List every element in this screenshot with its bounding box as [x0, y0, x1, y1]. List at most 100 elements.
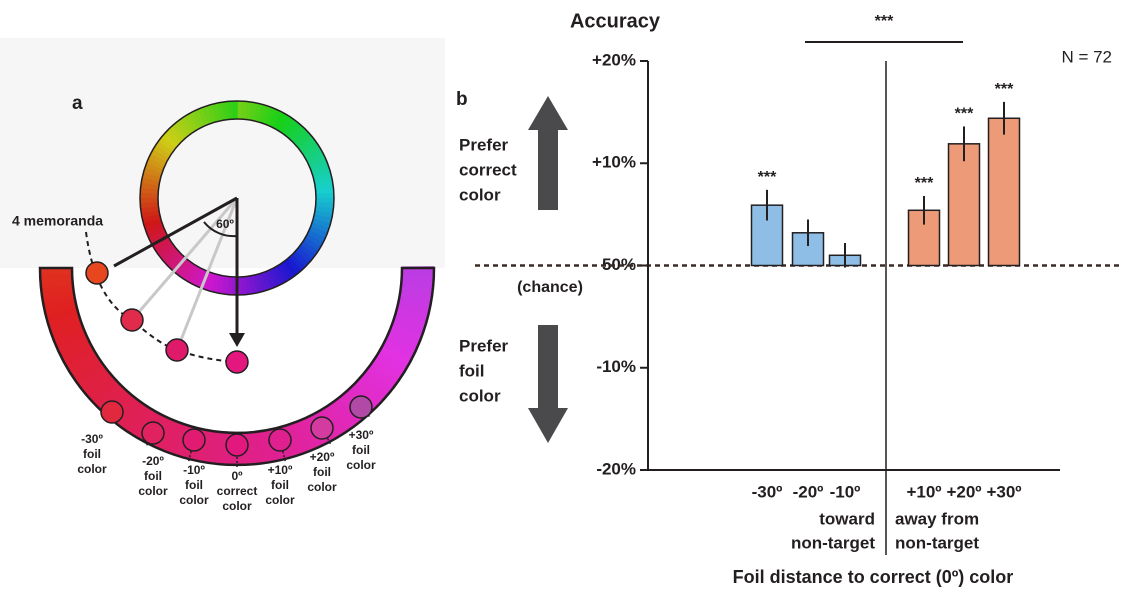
group-label: non-target	[895, 533, 979, 552]
wheel-segment	[223, 110, 228, 111]
foil-label: color	[265, 493, 295, 507]
x-tick-label: +30º	[986, 482, 1021, 501]
y-tick-label: -10%	[596, 357, 636, 376]
significance-label: ***	[915, 175, 934, 192]
wheel-segment	[197, 117, 202, 119]
wheel-segment	[276, 274, 281, 277]
wheel-segment	[315, 158, 317, 163]
wheel-segment	[196, 276, 201, 278]
wheel-segment	[171, 256, 175, 260]
foil-label: color	[77, 462, 107, 476]
wheel-segment	[255, 283, 260, 284]
wheel-segment	[163, 245, 166, 249]
wheel-segment	[151, 216, 152, 221]
wheel-segment	[324, 184, 325, 189]
wheel-segment	[219, 111, 224, 112]
wheel-segment	[272, 276, 277, 278]
foil-label: +30º	[349, 428, 374, 442]
down-label: foil	[459, 361, 485, 380]
foil-label: color	[346, 458, 376, 472]
chart-title: Accuracy	[570, 10, 661, 32]
wheel-segment	[213, 283, 218, 284]
panel-label: b	[456, 89, 468, 110]
wheel-segment	[156, 233, 158, 238]
foil-label: foil	[271, 478, 289, 492]
foil-label: color	[138, 484, 168, 498]
wheel-segment	[323, 212, 324, 217]
figure: a 4 memoranda 60º -30ºfoilcolor-20ºfoilc…	[0, 0, 1122, 590]
angle-label: 60º	[216, 217, 234, 231]
wheel-segment	[250, 284, 255, 285]
wheel-segment	[284, 269, 288, 272]
wheel-segment	[152, 220, 154, 225]
wheel-segment	[322, 175, 323, 180]
wheel-segment	[313, 154, 316, 159]
chance-label: (chance)	[517, 279, 583, 296]
panel-label: a	[72, 93, 83, 114]
foil-label: correct	[217, 484, 258, 498]
wheel-segment	[322, 216, 323, 221]
group-label: toward	[819, 509, 875, 528]
up-label: Prefer	[459, 135, 509, 154]
wheel-segment	[324, 207, 325, 212]
wheel-segment	[161, 149, 164, 154]
wheel-segment	[209, 281, 214, 283]
foil-label: +20º	[310, 450, 335, 464]
wheel-segment	[292, 130, 296, 134]
up-label: color	[459, 185, 501, 204]
wheel-segment	[152, 170, 154, 175]
significance-label: ***	[758, 169, 777, 186]
wheel-segment	[149, 206, 150, 211]
wheel-segment	[245, 285, 250, 286]
wheel-segment	[246, 110, 251, 111]
wheel-segment	[280, 272, 285, 275]
significance-label: ***	[955, 106, 974, 123]
wheel-segment	[189, 121, 194, 124]
bar	[949, 144, 980, 266]
wheel-segment	[205, 114, 210, 116]
wheel-segment	[182, 126, 186, 129]
wheel-segment	[214, 112, 219, 113]
y-tick-label: +20%	[592, 50, 636, 69]
wheel-segment	[165, 249, 168, 253]
wheel-segment	[281, 122, 286, 125]
foil-label: color	[179, 493, 209, 507]
foil-label: color	[222, 499, 252, 513]
foil-label: -30º	[81, 432, 103, 446]
wheel-segment	[172, 135, 176, 139]
wheel-segment	[295, 260, 299, 264]
foil-label: foil	[83, 447, 101, 461]
foil-circle	[183, 429, 205, 451]
wheel-segment	[178, 129, 182, 132]
wheel-segment	[320, 221, 322, 226]
wheel-segment	[264, 114, 269, 116]
wheel-segment	[277, 120, 282, 123]
wheel-segment	[251, 111, 256, 112]
foil-label: foil	[352, 443, 370, 457]
x-tick-label: -20º	[793, 482, 824, 501]
bar	[989, 118, 1020, 265]
n-label: N = 72	[1061, 47, 1112, 66]
wheel-segment	[151, 174, 152, 179]
wheel-segment	[210, 113, 215, 115]
foil-circle	[101, 401, 123, 423]
foil-label: foil	[144, 469, 162, 483]
wheel-segment	[302, 139, 305, 143]
wheel-segment	[175, 132, 179, 136]
y-tick-label: -20%	[596, 459, 636, 478]
wheel-segment	[292, 263, 296, 266]
wheel-segment	[222, 285, 227, 286]
wheel-segment	[166, 142, 169, 146]
wheel-segment	[188, 271, 193, 274]
x-tick-label: -10º	[830, 482, 861, 501]
wheel-segment	[288, 266, 292, 269]
down-label: Prefer	[459, 336, 509, 355]
wheel-segment	[302, 253, 306, 257]
wheel-segment	[153, 224, 155, 229]
group-label: away from	[895, 509, 979, 528]
foil-label: +10º	[268, 463, 293, 477]
wheel-segment	[255, 112, 260, 113]
wheel-segment	[181, 266, 185, 269]
significance-label: ***	[995, 81, 1014, 98]
group-label: non-target	[791, 533, 875, 552]
